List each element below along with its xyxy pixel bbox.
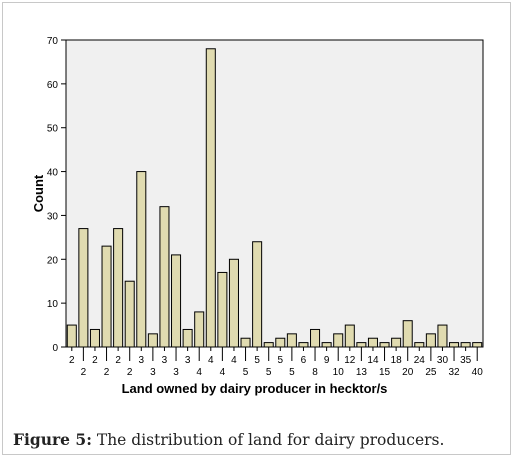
x-tick-label: 32 — [448, 367, 460, 378]
x-tick-label: 9 — [324, 355, 330, 366]
x-tick-label: 12 — [344, 355, 356, 366]
x-tick-label: 4 — [231, 355, 237, 366]
x-tick-label: 25 — [425, 367, 437, 378]
bar — [89, 328, 100, 348]
x-tick-label: 3 — [173, 367, 179, 378]
x-tick-label: 6 — [301, 355, 307, 366]
bar — [217, 271, 228, 348]
x-tick-label: 2 — [127, 367, 133, 378]
x-tick-label: 8 — [312, 367, 318, 378]
x-axis-title: Land owned by dairy producer in hecktor/… — [122, 381, 388, 396]
y-tick-label: 40 — [47, 168, 59, 179]
x-tick-label: 10 — [333, 367, 345, 378]
x-tick-label: 20 — [402, 367, 414, 378]
bar — [344, 324, 355, 348]
x-tick-label: 15 — [379, 367, 391, 378]
bar — [147, 333, 158, 348]
bar — [460, 342, 471, 348]
bar — [286, 333, 297, 348]
y-tick-label: 60 — [47, 80, 59, 91]
x-tick-label: 5 — [243, 367, 249, 378]
bar — [275, 337, 286, 348]
x-tick-label: 14 — [367, 355, 379, 366]
y-tick-label: 50 — [47, 124, 59, 135]
bar — [298, 342, 309, 348]
figure-caption: Figure 5: The distribution of land for d… — [13, 430, 508, 449]
bar — [449, 342, 460, 348]
bar — [171, 254, 182, 348]
y-tick-label: 20 — [47, 255, 59, 266]
x-tick-label: 4 — [208, 355, 214, 366]
figure-frame: 0 10 20 30 40 50 60 70 2 2 2 2 2 2 3 3 3 3 3 4 4 4 4 5 5 5 5 5 6 8 9 10… — [2, 2, 511, 455]
bar — [425, 333, 436, 348]
x-tick-label: 3 — [185, 355, 191, 366]
plot-area — [65, 39, 484, 348]
bar — [252, 241, 263, 348]
x-tick-label: 3 — [162, 355, 168, 366]
bar — [402, 320, 413, 348]
bar — [101, 245, 112, 348]
x-tick-label: 3 — [139, 355, 145, 366]
bar — [367, 337, 378, 348]
bar — [321, 342, 332, 348]
bar — [333, 333, 344, 348]
bar — [228, 258, 239, 348]
x-tick-label: 4 — [196, 367, 202, 378]
y-tick-label: 0 — [52, 343, 58, 354]
x-tick-label: 30 — [437, 355, 449, 366]
x-tick-label: 4 — [220, 367, 226, 378]
bar-chart: 0102030405060702222223333344445555568910… — [31, 36, 484, 396]
caption-text: The distribution of land for dairy produ… — [91, 431, 445, 449]
bar — [159, 206, 170, 348]
x-tick-label: 3 — [150, 367, 156, 378]
bar — [310, 328, 321, 348]
bar — [124, 280, 135, 348]
y-tick-label: 10 — [47, 299, 59, 310]
x-tick-label: 2 — [69, 355, 75, 366]
bar — [136, 171, 147, 348]
bar — [113, 228, 124, 348]
bar — [78, 228, 89, 348]
x-tick-label: 2 — [104, 367, 110, 378]
x-tick-label: 40 — [472, 367, 484, 378]
caption-label: Figure 5: — [13, 430, 92, 449]
bar — [414, 342, 425, 348]
bar — [437, 324, 448, 348]
x-tick-label: 18 — [391, 355, 403, 366]
x-tick-label: 5 — [254, 355, 260, 366]
x-tick-label: 2 — [81, 367, 87, 378]
x-tick-label: 2 — [92, 355, 98, 366]
bar — [472, 342, 483, 348]
x-tick-label: 13 — [356, 367, 368, 378]
y-axis-title: Count — [31, 174, 46, 212]
x-tick-label: 5 — [278, 355, 284, 366]
x-tick-label: 35 — [460, 355, 472, 366]
bar — [182, 328, 193, 348]
bar — [379, 342, 390, 348]
bar — [194, 311, 205, 348]
x-tick-label: 2 — [115, 355, 121, 366]
y-tick-label: 30 — [47, 211, 59, 222]
bar — [356, 342, 367, 348]
x-tick-label: 5 — [289, 367, 295, 378]
bar — [205, 48, 216, 348]
x-tick-label: 24 — [414, 355, 426, 366]
bar — [263, 342, 274, 348]
bar — [240, 337, 251, 348]
x-tick-label: 5 — [266, 367, 272, 378]
bar — [391, 337, 402, 348]
y-tick-label: 70 — [47, 36, 59, 47]
bar — [66, 324, 77, 348]
